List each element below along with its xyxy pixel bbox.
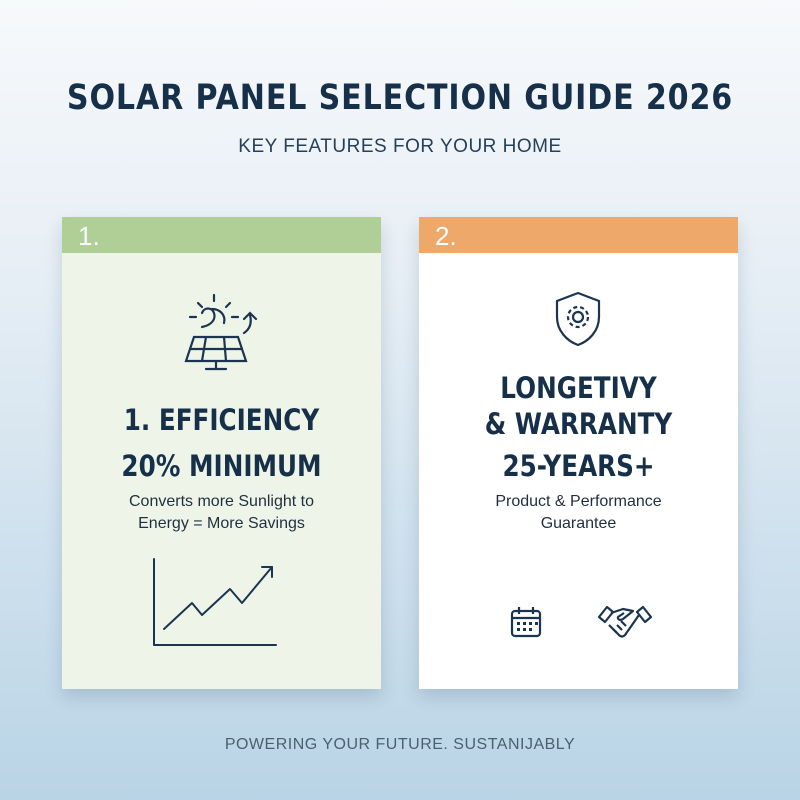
warranty-heading-2: & WARRANTY (484, 407, 673, 441)
warranty-description-1: Product & Performance (495, 493, 662, 510)
shield-gear-icon (555, 291, 601, 347)
warranty-heading-3: 25-YEARS+ (502, 449, 655, 483)
efficiency-heading-2: 20% MINIMUM (121, 449, 322, 483)
card-number-bar: 2. (419, 217, 738, 253)
solar-panel-sun-icon (184, 293, 258, 371)
handshake-icon (597, 605, 653, 638)
page-title: SOLAR PANEL SELECTION GUIDE 2026 (66, 78, 734, 118)
warranty-description-2: Guarantee (540, 515, 617, 532)
efficiency-card: 1. 1. EFFICIENCY 20% MINIMUM Converts mo… (62, 217, 381, 689)
warranty-heading-1: LONGETIVY (500, 371, 657, 405)
efficiency-heading-1: 1. EFFICIENCY (123, 403, 320, 437)
efficiency-description-1: Converts more Sunlight to (129, 493, 314, 510)
warranty-card: 2. LONGETIVY & WARRANTY 25-YEARS+ Produc… (419, 217, 738, 689)
card-number-bar: 1. (62, 217, 381, 253)
growth-chart-icon (153, 558, 277, 646)
calendar-icon (510, 607, 542, 638)
page-subtitle: KEY FEATURES FOR YOUR HOME (238, 136, 562, 157)
footer-tagline: POWERING YOUR FUTURE. SUSTANIJABLY (224, 736, 576, 753)
efficiency-description-2: Energy = More Savings (138, 515, 305, 532)
